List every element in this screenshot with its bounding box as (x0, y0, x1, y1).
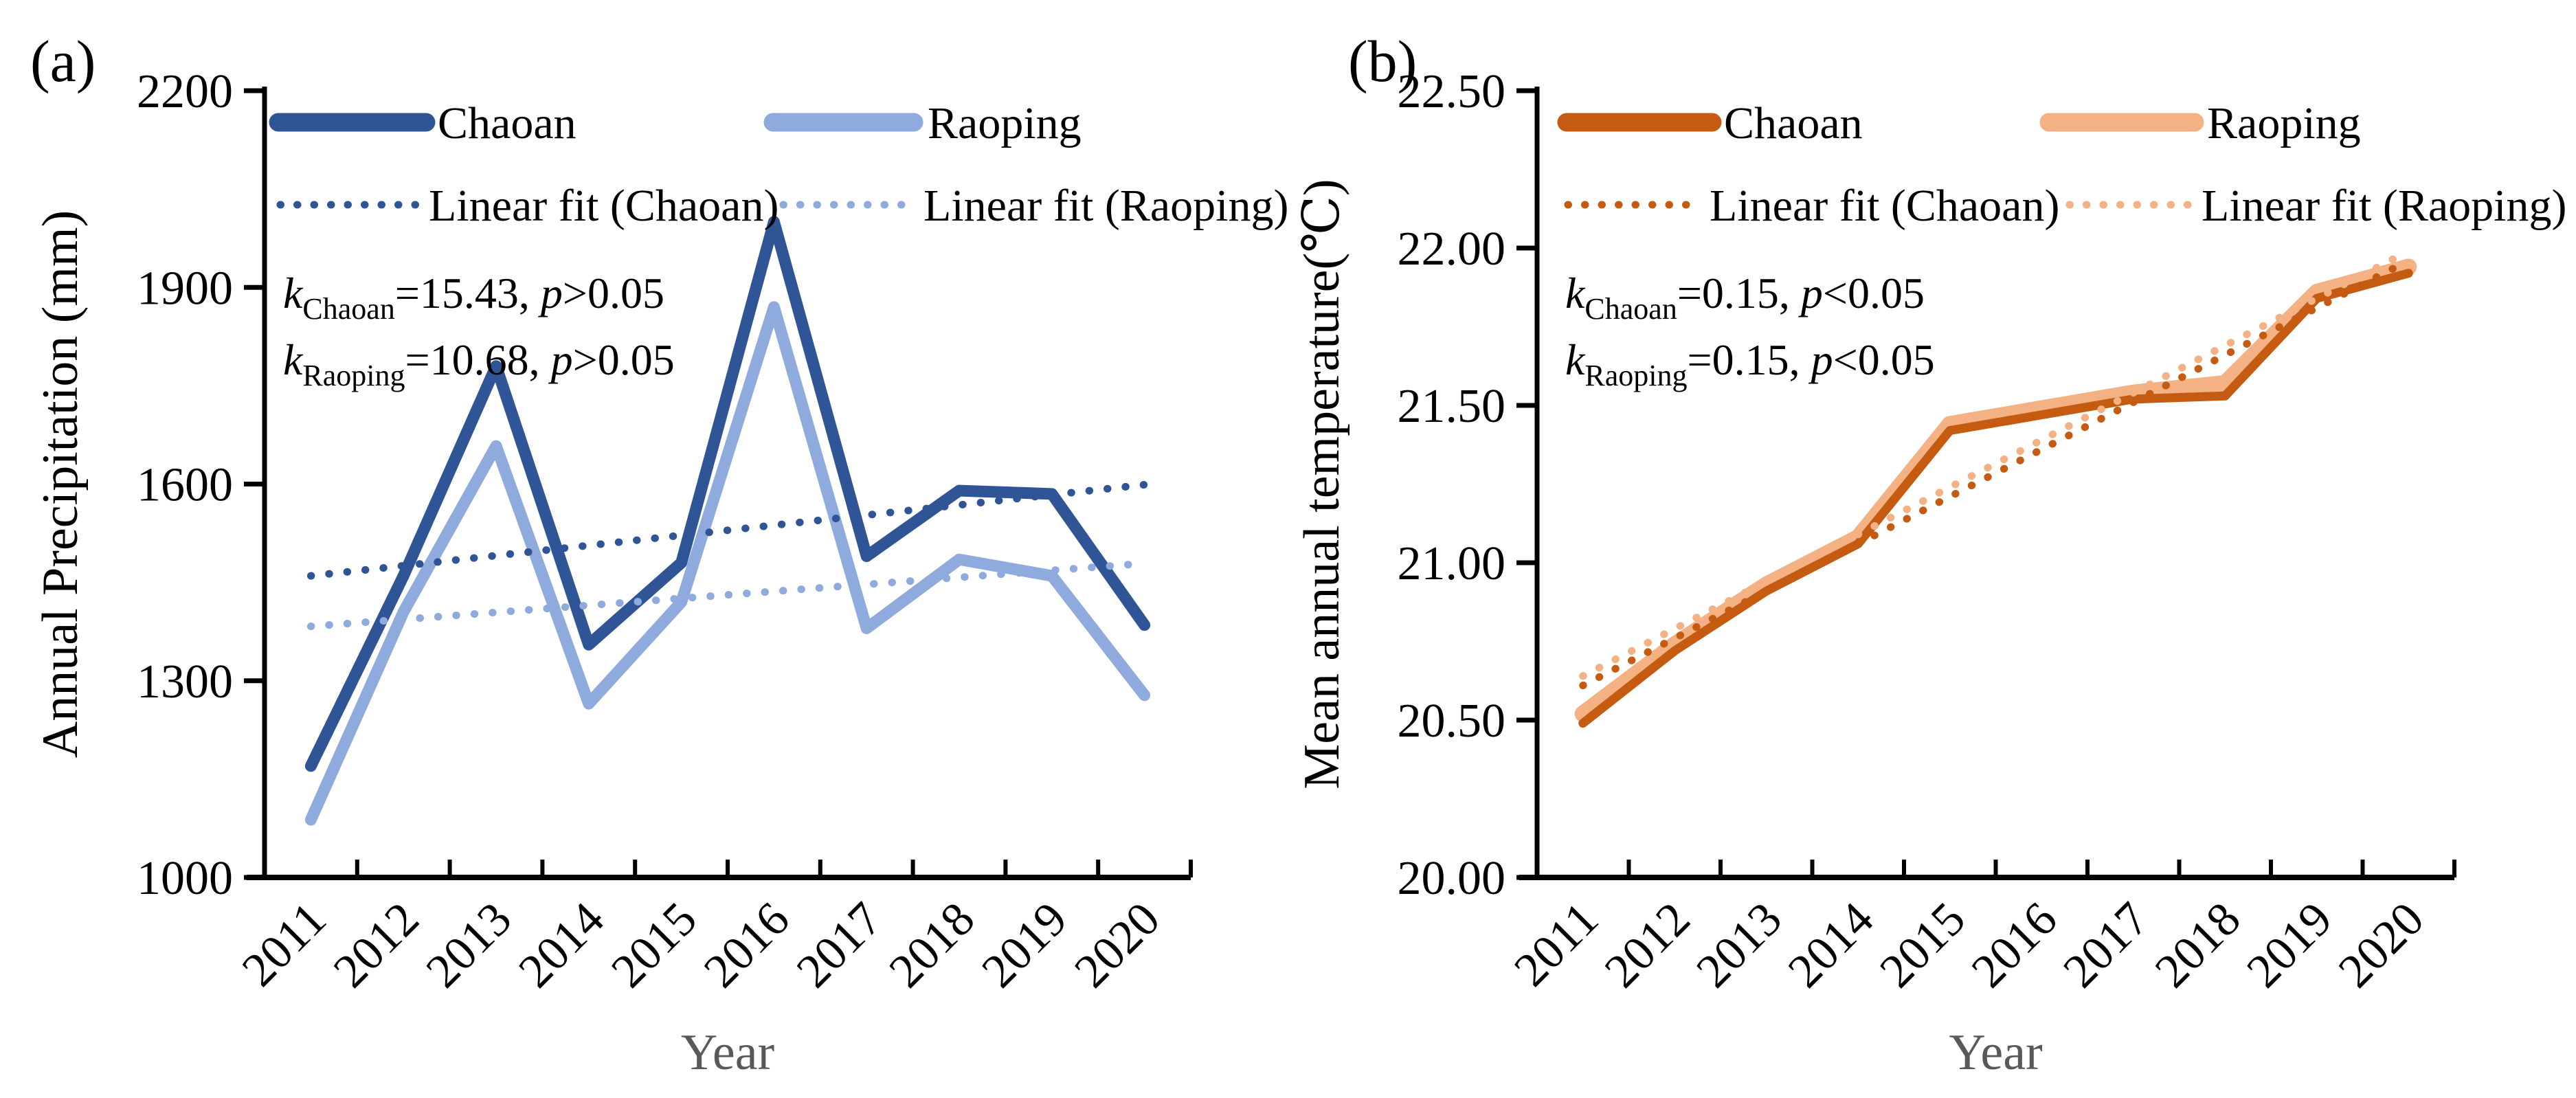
x-axis-title: Year (681, 1024, 774, 1081)
fit-line-chaoan (306, 480, 1149, 580)
x-tick-label: 2015 (601, 893, 706, 998)
series-line-chaoan (1578, 269, 2413, 728)
x-tick-label: 2014 (509, 893, 614, 998)
x-tick-label: 2012 (324, 893, 429, 998)
legend-label-chaoan: Chaoan (438, 98, 576, 148)
x-tick-label: 2017 (787, 893, 892, 998)
x-tick-label: 2011 (1504, 893, 1609, 997)
x-tick-label: 2016 (694, 893, 799, 998)
legend-label-linear-fit-raoping: Linear fit (Raoping) (2202, 181, 2566, 231)
y-tick-label: 2200 (137, 65, 233, 118)
legend-label-raoping: Raoping (928, 98, 1082, 148)
y-tick-label: 22.00 (1398, 223, 1506, 276)
x-tick-label: 2016 (1962, 893, 2067, 998)
x-tick-label: 2020 (2329, 893, 2434, 998)
annotation-line-1: kChaoan=15.43, p>0.05 (283, 269, 664, 326)
legend: Chaoan Raoping Linear fit (Chaoan) Linear f… (269, 98, 1288, 231)
x-tick-label: 2011 (232, 893, 337, 997)
series-group (304, 216, 1151, 826)
panel-a: 1000 1300 1600 1900 2200 20112012201320142015… (30, 28, 1288, 1081)
x-tick-label: 2015 (1870, 893, 1975, 998)
x-tick-label: 2018 (2145, 893, 2250, 998)
legend: Chaoan Raoping Linear fit (Chaoan) Linear f… (1557, 98, 2566, 231)
x-tick-label: 2018 (880, 893, 985, 998)
y-tick-label: 21.00 (1398, 537, 1506, 590)
x-axis-title: Year (1949, 1024, 2042, 1081)
fit-line-raoping (306, 559, 1149, 631)
annotation-line-2: kRaoping=0.15, p<0.05 (1565, 335, 1935, 392)
legend-label-linear-fit-raoping: Linear fit (Raoping) (923, 181, 1288, 231)
legend-label-linear-fit-chaoan: Linear fit (Chaoan) (1710, 181, 2059, 231)
annotation-line-1: kChaoan=0.15, p<0.05 (1565, 269, 1925, 326)
series-line-chaoan (304, 216, 1151, 772)
legend-label-chaoan: Chaoan (1724, 98, 1863, 148)
y-tick-label: 20.50 (1398, 695, 1506, 748)
legend-label-linear-fit-chaoan: Linear fit (Chaoan) (429, 181, 779, 231)
x-tick-label: 2013 (1687, 893, 1792, 998)
panel-b: 20.0020.5021.0021.5022.0022.502011201220… (1294, 28, 2566, 1081)
legend-label-raoping: Raoping (2207, 98, 2361, 148)
series-line-raoping (304, 301, 1151, 826)
x-tick-label: 2019 (972, 893, 1077, 998)
x-tick-label: 2017 (2054, 893, 2159, 998)
y-tick-label: 1000 (137, 852, 233, 905)
y-tick-label: 1300 (137, 656, 233, 708)
y-axis-title: Mean annual temperature(℃) (1294, 179, 1350, 789)
y-tick-label: 22.50 (1398, 65, 1506, 118)
x-tick-label: 2013 (416, 893, 522, 998)
y-axis-title: Annual Precipitation (mm) (32, 210, 89, 758)
annotation-line-2: kRaoping=10.68, p>0.05 (283, 335, 675, 392)
x-tick-label: 2020 (1064, 893, 1169, 998)
panel-label: (b) (1348, 28, 1417, 94)
y-tick-label: 20.00 (1398, 852, 1506, 905)
y-tick-label: 1900 (137, 262, 233, 315)
x-tick-label: 2014 (1778, 893, 1883, 998)
x-tick-label: 2012 (1595, 893, 1700, 998)
y-tick-label: 1600 (137, 459, 233, 512)
panel-label: (a) (30, 28, 96, 94)
y-tick-label: 21.50 (1398, 380, 1506, 433)
series-group (1574, 247, 2417, 728)
x-tick-label: 2019 (2237, 893, 2342, 998)
series-line-raoping (1574, 258, 2417, 722)
